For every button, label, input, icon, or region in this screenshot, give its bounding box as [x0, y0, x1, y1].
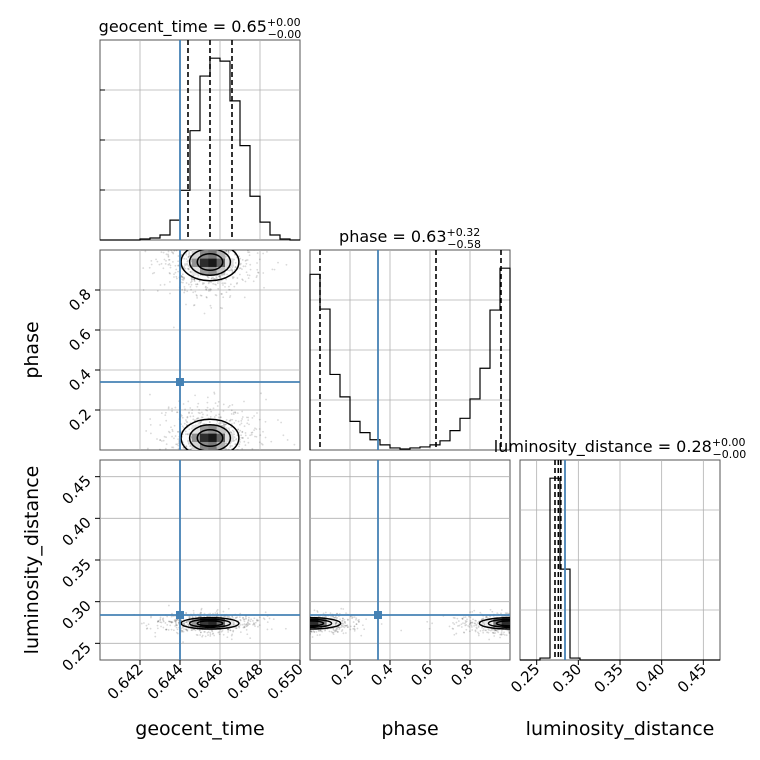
ytick-label-luminosity_distance-0: 0.25	[58, 638, 94, 674]
title-luminosity_distance: luminosity_distance = 0.28+0.00 −0.00	[494, 436, 747, 461]
grid	[520, 460, 720, 660]
histogram-phase	[309, 267, 511, 450]
contour-phase_vs_geocent_time-1-2	[180, 418, 240, 450]
xtick-label-geocent_time-1: 0.644	[144, 660, 187, 703]
contour-phase_vs_geocent_time-0-0	[196, 253, 224, 271]
contour-phase_vs_geocent_time-1-1	[188, 424, 232, 450]
title-main-phase: phase = 0.63	[339, 227, 446, 246]
ytick-label-phase-0: 0.2	[65, 405, 95, 435]
ytick-label-luminosity_distance-4: 0.45	[58, 472, 94, 508]
title-sub-phase: −0.58	[447, 238, 481, 251]
title-sup-geocent_time: +0.00	[267, 16, 301, 29]
xtick-label-geocent_time-0: 0.642	[104, 660, 147, 703]
ylabel-luminosity_distance: luminosity_distance	[21, 466, 43, 655]
xtick-label-luminosity_distance-0: 0.25	[507, 660, 543, 696]
ytick-label-phase-1: 0.4	[65, 365, 95, 395]
contour-luminosity_distance_vs_phase-0-0	[310, 620, 325, 627]
truth-marker-phase_vs_geocent_time	[176, 378, 184, 386]
xtick-label-phase-3: 0.8	[447, 660, 477, 690]
histogram-luminosity_distance	[520, 477, 720, 661]
contour-luminosity_distance_vs_geocent_time-0-0	[196, 620, 224, 627]
contour-luminosity_distance_vs_phase-0-2	[310, 616, 342, 630]
ytick-label-phase-2: 0.6	[65, 325, 95, 355]
xtick-label-phase-2: 0.6	[407, 660, 437, 690]
xlabel-luminosity_distance: luminosity_distance	[526, 718, 715, 740]
contour-phase_vs_geocent_time-1-0	[196, 429, 224, 447]
xtick-label-geocent_time-2: 0.646	[184, 660, 227, 703]
title-sub-geocent_time: −0.00	[268, 28, 302, 41]
ylabel-phase: phase	[21, 321, 43, 378]
contour-luminosity_distance_vs_phase-0-1	[310, 618, 333, 629]
grid	[310, 460, 510, 660]
density-luminosity_distance_vs_phase	[310, 607, 510, 641]
xlabel-phase: phase	[381, 718, 438, 740]
title-sup-phase: +0.32	[447, 226, 481, 239]
title-main-luminosity_distance: luminosity_distance = 0.28	[494, 437, 712, 457]
xtick-label-luminosity_distance-4: 0.45	[674, 660, 710, 696]
xtick-label-geocent_time-4: 0.650	[264, 660, 307, 703]
xtick-label-geocent_time-3: 0.648	[224, 660, 267, 703]
contour-luminosity_distance_vs_geocent_time-0-1	[188, 618, 232, 629]
xtick-label-luminosity_distance-3: 0.40	[632, 660, 668, 696]
contour-phase_vs_geocent_time-0-2	[180, 250, 240, 282]
xtick-label-phase-1: 0.4	[367, 660, 397, 690]
title-geocent_time: geocent_time = 0.65+0.00 −0.00	[99, 16, 302, 41]
contour-luminosity_distance_vs_phase-1-0	[495, 620, 510, 627]
truth-marker-luminosity_distance_vs_phase	[374, 611, 382, 619]
xtick-label-luminosity_distance-2: 0.35	[590, 660, 626, 696]
contour-luminosity_distance_vs_phase-1-1	[487, 618, 510, 629]
truth-marker-luminosity_distance_vs_geocent_time	[176, 611, 184, 619]
ytick-label-luminosity_distance-2: 0.35	[58, 555, 94, 591]
xlabel-geocent_time: geocent_time	[135, 718, 264, 740]
contour-luminosity_distance_vs_phase-1-2	[478, 616, 510, 630]
density-phase_vs_geocent_time	[142, 250, 296, 450]
title-sub-luminosity_distance: −0.00	[713, 448, 747, 461]
title-sup-luminosity_distance: +0.00	[712, 436, 746, 449]
title-phase: phase = 0.63+0.32 −0.58	[339, 226, 481, 251]
panel-phase_vs_geocent_time	[99, 249, 301, 451]
xtick-label-luminosity_distance-1: 0.30	[549, 660, 585, 696]
ytick-label-luminosity_distance-1: 0.30	[58, 597, 94, 633]
xtick-label-phase-0: 0.2	[327, 660, 357, 690]
ytick-label-phase-3: 0.8	[65, 285, 95, 315]
ytick-label-luminosity_distance-3: 0.40	[58, 513, 94, 549]
title-main-geocent_time: geocent_time = 0.65	[99, 17, 267, 37]
contour-luminosity_distance_vs_geocent_time-0-2	[180, 616, 240, 630]
contour-phase_vs_geocent_time-0-1	[188, 250, 232, 276]
